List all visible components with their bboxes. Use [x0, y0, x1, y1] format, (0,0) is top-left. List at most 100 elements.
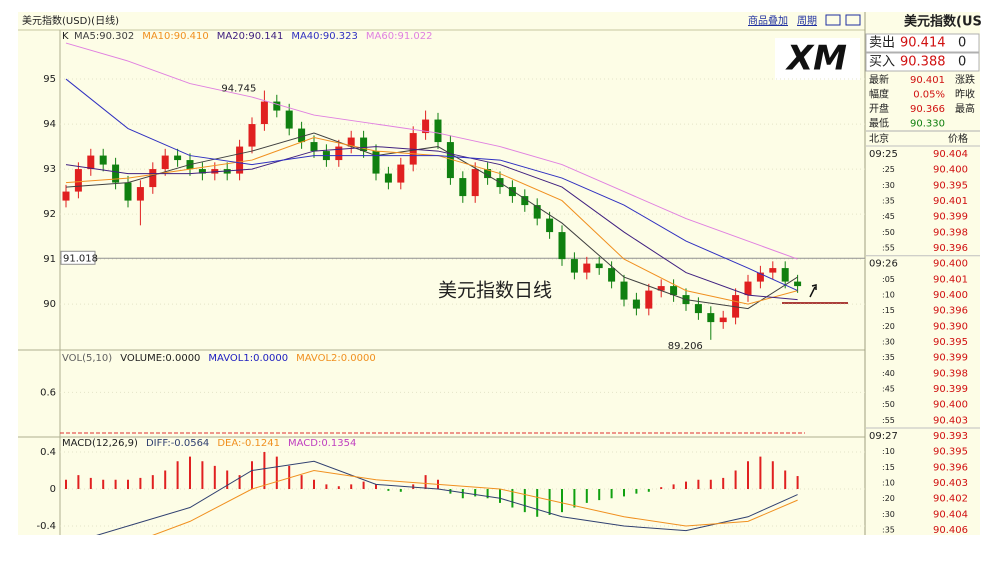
quote-box	[865, 52, 980, 72]
quote-price: 90.388	[900, 55, 946, 70]
candle-body	[657, 286, 665, 291]
legend-entry: DIFF:-0.0564	[146, 438, 209, 449]
link[interactable]: 周期	[797, 15, 817, 27]
candle-body	[794, 281, 802, 287]
legend-entry: MA40:90.323	[291, 31, 358, 42]
candle-body	[360, 137, 368, 152]
link[interactable]: 商品叠加	[748, 14, 788, 27]
arrow	[809, 284, 817, 298]
tick-price: 90.401	[933, 274, 968, 285]
candle-body	[384, 173, 392, 183]
legend-entry: MA5:90.302	[74, 31, 134, 42]
candle-body	[744, 281, 752, 296]
macd-bar	[238, 475, 241, 490]
candle-body	[347, 137, 355, 147]
macd-bar	[114, 479, 117, 490]
candle-body	[620, 281, 628, 300]
tick-time: :15	[882, 463, 895, 472]
macd-bar	[561, 489, 563, 513]
stat-label: 开盘	[869, 102, 889, 115]
candle-body	[298, 128, 306, 143]
candle-body	[608, 268, 616, 282]
tick-time: :45	[882, 385, 895, 394]
macd-bar	[598, 489, 601, 501]
tick-price: 90.400	[933, 165, 968, 176]
tick-time: :15	[882, 306, 895, 315]
tick-time: :55	[882, 244, 895, 253]
candle-body	[558, 232, 566, 260]
candle-body	[446, 142, 454, 179]
stat-label: 最高	[955, 102, 975, 115]
price-label: 91.018	[63, 253, 98, 264]
tick-time: :50	[882, 400, 895, 409]
tick-time: :10	[882, 447, 895, 456]
price-label-box	[60, 250, 96, 265]
quote-title: 美元指数(US	[904, 14, 982, 30]
tick-price: 90.403	[933, 478, 968, 489]
macd-bar	[548, 489, 551, 515]
legend-entry: MACD(12,26,9)	[62, 438, 138, 449]
y-tick-label: 0	[50, 484, 56, 495]
macd-bar	[722, 477, 725, 490]
quote-size: 0	[958, 55, 966, 70]
toolbar-icons[interactable]	[825, 14, 861, 26]
candle-body	[533, 205, 541, 219]
y-tick-label: 91	[43, 254, 56, 265]
tick-time: 09:25	[869, 149, 898, 160]
tick-time: :25	[882, 165, 895, 174]
high-label: 94.745	[221, 84, 256, 95]
candle-body	[471, 169, 479, 197]
macd-bar	[387, 489, 390, 491]
stat-value: 90.330	[910, 119, 945, 130]
candle-body	[707, 313, 715, 323]
ma-line	[65, 146, 798, 301]
candle-body	[397, 164, 405, 183]
tick-time: 09:27	[869, 431, 898, 442]
y-tick-label: 0.4	[40, 447, 56, 458]
macd-bar	[709, 479, 712, 490]
candle-body	[645, 290, 653, 309]
y-tick-label: 93	[43, 164, 56, 175]
candle-body	[273, 101, 281, 111]
macd-bar	[325, 484, 328, 490]
macd-bar	[647, 489, 650, 492]
col-header: 价格	[948, 132, 968, 145]
quote-label: 卖出	[869, 36, 895, 51]
legend-entry: VOL(5,10)	[62, 353, 112, 364]
macd-bar	[263, 451, 266, 490]
macd-bar	[201, 461, 204, 490]
macd-bar	[151, 475, 154, 490]
candle-body	[236, 146, 244, 174]
candle-body	[769, 268, 777, 273]
candle-body	[719, 317, 727, 323]
candle-body	[546, 218, 554, 233]
candle-body	[74, 169, 82, 192]
macd-bar	[796, 476, 799, 490]
candle-body	[459, 178, 467, 197]
stat-label: 最新	[869, 73, 889, 86]
candle-body	[632, 299, 640, 309]
stat-label: 幅度	[869, 88, 889, 101]
macd-bar	[623, 489, 625, 497]
candle-body	[756, 272, 764, 282]
macd-bar	[164, 470, 167, 490]
macd-bar	[635, 489, 638, 494]
macd-bar	[461, 489, 464, 499]
macd-bar	[362, 481, 365, 490]
tick-time: :50	[882, 228, 895, 237]
window-title: 美元指数(USD)(日线)	[22, 14, 119, 27]
candle-body	[124, 182, 132, 201]
legend-entry: VOLUME:0.0000	[120, 353, 200, 364]
low-label: 89.206	[668, 341, 703, 352]
tick-time: :35	[882, 353, 895, 362]
macd-bar	[251, 461, 253, 490]
macd-bar	[77, 475, 80, 490]
macd-bar	[747, 461, 749, 490]
tick-time: :40	[882, 369, 895, 378]
macd-bar	[610, 489, 613, 499]
tick-price: 90.399	[933, 212, 968, 223]
macd-bar	[486, 489, 489, 499]
stat-value: 90.366	[910, 104, 945, 115]
